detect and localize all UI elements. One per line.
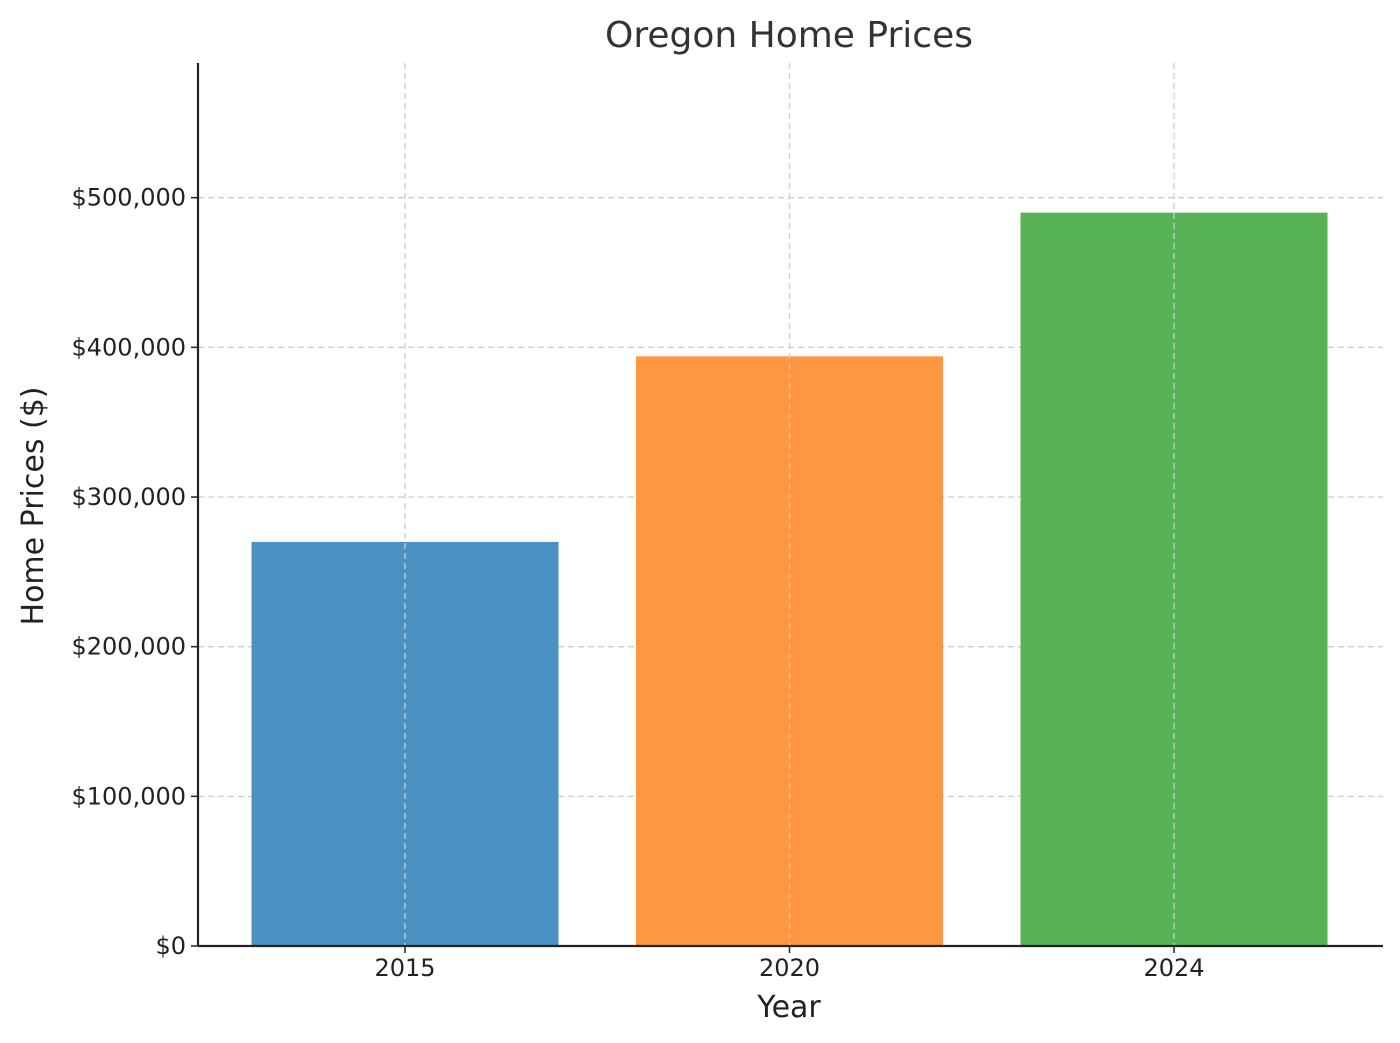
- x-axis-label: Year: [756, 990, 821, 1025]
- y-tick-label: $200,000: [71, 633, 186, 661]
- x-tick-label: 2020: [759, 954, 820, 982]
- chart-title: Oregon Home Prices: [605, 15, 973, 56]
- ticks: $0 $100,000 $200,000 $300,000 $400,000 $500,0…: [71, 184, 1204, 982]
- y-axis-label: Home Prices ($): [16, 387, 51, 626]
- y-tick-label: $100,000: [71, 782, 186, 810]
- x-tick-label: 2024: [1143, 954, 1204, 982]
- bars: [251, 63, 1328, 947]
- y-tick-label: $0: [155, 932, 186, 960]
- y-tick-label: $400,000: [71, 333, 186, 361]
- x-tick-label: 2015: [374, 954, 435, 982]
- y-tick-label: $300,000: [71, 483, 186, 511]
- y-tick-label: $500,000: [71, 184, 186, 212]
- axes: [196, 63, 1383, 948]
